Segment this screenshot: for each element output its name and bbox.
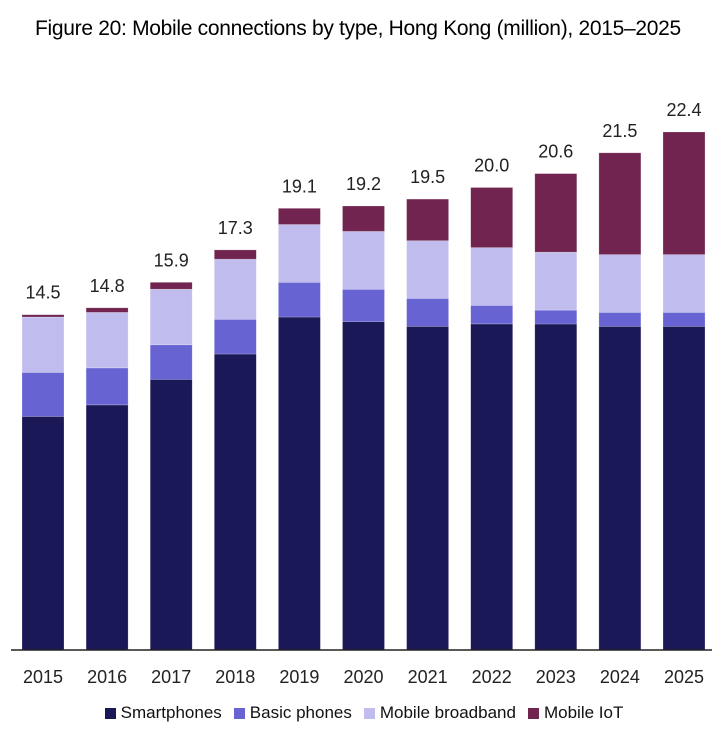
bar-segment-basic-phones-2025 bbox=[662, 312, 706, 327]
total-label-2017: 15.9 bbox=[154, 250, 189, 270]
x-tick-label-2018: 2018 bbox=[215, 667, 255, 687]
bar-segment-mobile-iot-2025 bbox=[662, 131, 706, 255]
legend-swatch bbox=[104, 707, 116, 719]
bar-segment-basic-phones-2016 bbox=[85, 367, 129, 406]
legend-item-mobile-iot: Mobile IoT bbox=[527, 703, 624, 723]
x-tick-label-2015: 2015 bbox=[23, 667, 63, 687]
bar-segment-mobile-broadband-2020 bbox=[342, 231, 385, 290]
bar-segment-smartphones-2022 bbox=[470, 323, 514, 651]
bar-segment-mobile-iot-2015 bbox=[21, 314, 65, 318]
total-label-2025: 22.4 bbox=[666, 100, 701, 120]
legend-item-mobile-broadband: Mobile broadband bbox=[363, 703, 516, 723]
bar-segment-mobile-iot-2023 bbox=[534, 173, 578, 253]
total-label-2020: 19.2 bbox=[346, 174, 381, 194]
bar-segment-smartphones-2019 bbox=[278, 316, 321, 651]
bar-segment-mobile-iot-2020 bbox=[342, 205, 385, 232]
chart-title: Figure 20: Mobile connections by type, H… bbox=[35, 17, 681, 40]
bar-segment-mobile-broadband-2025 bbox=[662, 254, 706, 313]
bar-segment-basic-phones-2020 bbox=[342, 288, 385, 322]
bar-segment-basic-phones-2018 bbox=[214, 318, 257, 355]
total-label-2016: 14.8 bbox=[90, 276, 125, 296]
x-tick-label-2016: 2016 bbox=[87, 667, 127, 687]
bar-segment-smartphones-2015 bbox=[21, 416, 65, 651]
bar-segment-mobile-iot-2017 bbox=[149, 281, 193, 290]
bar-segment-mobile-broadband-2022 bbox=[470, 247, 514, 306]
bar-segment-mobile-iot-2022 bbox=[470, 187, 514, 248]
total-label-2021: 19.5 bbox=[410, 167, 445, 187]
bar-segment-basic-phones-2022 bbox=[470, 305, 514, 325]
bar-segment-mobile-iot-2019 bbox=[278, 208, 321, 225]
bar-segment-mobile-iot-2024 bbox=[598, 152, 642, 255]
total-label-2023: 20.6 bbox=[538, 142, 573, 162]
bar-segment-mobile-broadband-2024 bbox=[598, 254, 642, 313]
legend-item-smartphones: Smartphones bbox=[104, 703, 222, 723]
bar-segment-smartphones-2020 bbox=[342, 321, 385, 651]
x-tick-labels-group: 2015 2016 2017 2018 2019 2020 2021 2022 2023 2024… bbox=[23, 667, 704, 687]
bar-segment-mobile-broadband-2019 bbox=[278, 224, 321, 283]
total-label-2015: 14.5 bbox=[25, 283, 60, 303]
legend-swatch bbox=[363, 707, 375, 719]
x-tick-label-2020: 2020 bbox=[343, 667, 383, 687]
bar-segment-basic-phones-2024 bbox=[598, 312, 642, 327]
bar-segment-mobile-broadband-2021 bbox=[406, 240, 449, 299]
x-tick-label-2022: 2022 bbox=[472, 667, 512, 687]
total-label-2024: 21.5 bbox=[602, 121, 637, 141]
bar-segment-mobile-broadband-2017 bbox=[149, 288, 193, 346]
x-tick-label-2017: 2017 bbox=[151, 667, 191, 687]
legend-label: Mobile IoT bbox=[543, 703, 624, 722]
bar-segment-mobile-broadband-2015 bbox=[21, 316, 65, 373]
bar-segment-basic-phones-2021 bbox=[406, 298, 449, 327]
bar-segment-smartphones-2021 bbox=[406, 325, 449, 651]
x-tick-label-2025: 2025 bbox=[664, 667, 704, 687]
legend-label: Mobile broadband bbox=[379, 703, 516, 722]
bar-segment-mobile-iot-2021 bbox=[406, 198, 449, 242]
bar-segment-smartphones-2024 bbox=[598, 325, 642, 651]
x-tick-label-2023: 2023 bbox=[536, 667, 576, 687]
total-label-2022: 20.0 bbox=[474, 156, 509, 176]
total-labels-group: 14.5 14.8 15.9 17.3 19.1 19.2 19.5 20.0 20.6 21.5… bbox=[25, 100, 701, 303]
legend-item-basic-phones: Basic phones bbox=[233, 703, 352, 723]
x-tick-label-2024: 2024 bbox=[600, 667, 640, 687]
legend-swatch bbox=[233, 707, 245, 719]
bar-segment-basic-phones-2017 bbox=[149, 344, 193, 380]
bar-segment-mobile-broadband-2018 bbox=[214, 258, 257, 320]
bar-segment-smartphones-2018 bbox=[214, 353, 257, 651]
bar-segment-basic-phones-2019 bbox=[278, 281, 321, 318]
legend: Smartphones Basic phones Mobile broadband M… bbox=[0, 703, 728, 723]
bar-segment-basic-phones-2015 bbox=[21, 372, 65, 417]
bar-segment-smartphones-2016 bbox=[85, 404, 129, 651]
bar-segment-mobile-broadband-2016 bbox=[85, 312, 129, 369]
total-label-2019: 19.1 bbox=[282, 176, 317, 196]
bar-segment-mobile-iot-2016 bbox=[85, 307, 129, 313]
total-label-2018: 17.3 bbox=[218, 218, 253, 238]
bars-group bbox=[21, 131, 706, 651]
bar-segment-smartphones-2023 bbox=[534, 323, 578, 651]
legend-label: Smartphones bbox=[120, 703, 222, 722]
bar-segment-basic-phones-2023 bbox=[534, 309, 578, 325]
bar-segment-smartphones-2025 bbox=[662, 325, 706, 651]
legend-label: Basic phones bbox=[249, 703, 352, 722]
bar-segment-mobile-broadband-2023 bbox=[534, 252, 578, 311]
bar-segment-mobile-iot-2018 bbox=[214, 249, 257, 260]
bar-segment-smartphones-2017 bbox=[149, 379, 193, 651]
legend-swatch bbox=[527, 707, 539, 719]
x-tick-label-2019: 2019 bbox=[279, 667, 319, 687]
x-tick-label-2021: 2021 bbox=[408, 667, 448, 687]
